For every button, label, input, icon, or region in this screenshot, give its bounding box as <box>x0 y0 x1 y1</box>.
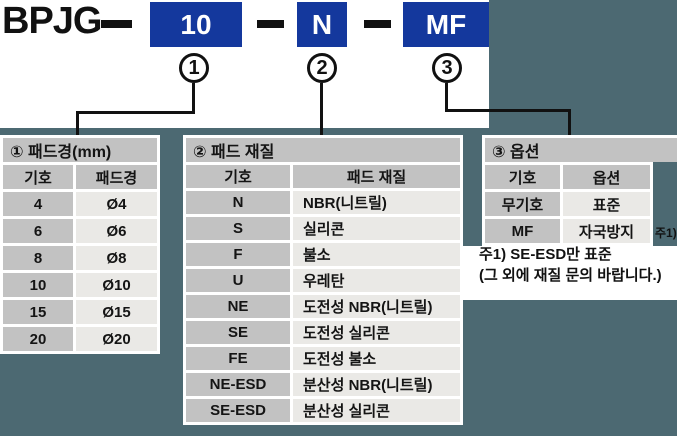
table-cell-value: NBR(니트릴) <box>293 191 460 214</box>
row-note-reference: 주1) <box>655 226 677 240</box>
table-cell-code: 20 <box>3 327 73 351</box>
connector-line-3 <box>568 109 571 138</box>
column-header: 기호 <box>3 165 73 189</box>
pad-material-table: ② 패드 재질 기호 패드 재질 N NBR(니트릴) S 실리콘 F 불소 U… <box>183 135 463 425</box>
pad-diameter-table-title: ① 패드경(mm) <box>3 138 157 162</box>
table-cell-code: MF <box>485 219 560 243</box>
code-segment-material: N <box>297 2 347 47</box>
table-cell-code: NE <box>186 295 290 318</box>
column-header: 기호 <box>186 165 290 188</box>
table-cell-code: N <box>186 191 290 214</box>
table-cell-value: Ø6 <box>76 219 157 243</box>
table-cell-code: S <box>186 217 290 240</box>
table-cell-code: 10 <box>3 273 73 297</box>
separator-dash <box>101 20 132 28</box>
table-cell-value: 자국방지 <box>563 219 650 243</box>
table-cell-value: 불소 <box>293 243 460 266</box>
slate-region-bottom-right <box>463 300 677 436</box>
table-cell-value: 분산성 NBR(니트릴) <box>293 373 460 396</box>
connector-line-1 <box>76 111 195 114</box>
code-segment-diameter: 10 <box>150 2 242 47</box>
table-cell-value: 도전성 실리콘 <box>293 321 460 344</box>
slate-region-bottom-left <box>0 354 160 436</box>
table-cell-value: 도전성 불소 <box>293 347 460 370</box>
table-cell-code: FE <box>186 347 290 370</box>
separator-dash <box>257 20 284 28</box>
table-cell-code: 15 <box>3 300 73 324</box>
option-table: 기호 옵션 무기호 표준 MF 자국방지 <box>482 162 653 246</box>
table-cell-code: 4 <box>3 192 73 216</box>
slate-strip-below-table2 <box>183 425 463 436</box>
table-cell-code: 무기호 <box>485 192 560 216</box>
table-cell-value: 우레탄 <box>293 269 460 292</box>
option-table-title: ③ 옵션 <box>485 138 677 162</box>
code-segment-option: MF <box>403 2 489 47</box>
pad-diameter-table: ① 패드경(mm) 기호 패드경 4 Ø4 6 Ø6 8 Ø8 10 Ø10 1… <box>0 135 160 354</box>
connector-line-3 <box>445 109 571 112</box>
callout-circle-1: 1 <box>179 53 209 83</box>
model-prefix: BPJG <box>2 0 102 42</box>
table-cell-value: Ø15 <box>76 300 157 324</box>
connector-line-1 <box>76 111 79 138</box>
table-cell-value: Ø4 <box>76 192 157 216</box>
callout-circle-3: 3 <box>432 53 462 83</box>
table-cell-code: U <box>186 269 290 292</box>
table-cell-value: 실리콘 <box>293 217 460 240</box>
table-cell-code: 8 <box>3 246 73 270</box>
table-cell-code: F <box>186 243 290 266</box>
table-cell-value: Ø8 <box>76 246 157 270</box>
slate-gap-table1-table2 <box>160 135 183 436</box>
pad-material-table-title: ② 패드 재질 <box>186 138 460 162</box>
footnote: 주1) SE-ESD만 표준 (그 외에 재질 문의 바랍니다.) <box>479 244 662 286</box>
table-cell-value: 도전성 NBR(니트릴) <box>293 295 460 318</box>
callout-circle-2: 2 <box>307 53 337 83</box>
connector-line-2 <box>320 83 323 138</box>
separator-dash <box>364 20 391 28</box>
slate-band-above-tables <box>0 128 677 135</box>
table-cell-value: 분산성 실리콘 <box>293 399 460 422</box>
footnote-line-2: (그 외에 재질 문의 바랍니다.) <box>479 267 662 284</box>
table-cell-code: 6 <box>3 219 73 243</box>
table-cell-value: Ø10 <box>76 273 157 297</box>
footnote-line-1: 주1) SE-ESD만 표준 <box>479 246 612 263</box>
column-header: 패드경 <box>76 165 157 189</box>
column-header: 기호 <box>485 165 560 189</box>
table-cell-code: SE <box>186 321 290 344</box>
connector-line-3 <box>445 83 448 112</box>
table-cell-value: Ø20 <box>76 327 157 351</box>
slate-strip-right-of-table3 <box>653 162 677 246</box>
slate-gap-table2-table3 <box>463 135 482 246</box>
table-cell-code: SE-ESD <box>186 399 290 422</box>
column-header: 옵션 <box>563 165 650 189</box>
connector-line-1 <box>192 83 195 114</box>
column-header: 패드 재질 <box>293 165 460 188</box>
table-cell-code: NE-ESD <box>186 373 290 396</box>
table-cell-value: 표준 <box>563 192 650 216</box>
slate-region-top-right <box>489 0 677 135</box>
option-table-title-bar: ③ 옵션 <box>482 135 677 162</box>
